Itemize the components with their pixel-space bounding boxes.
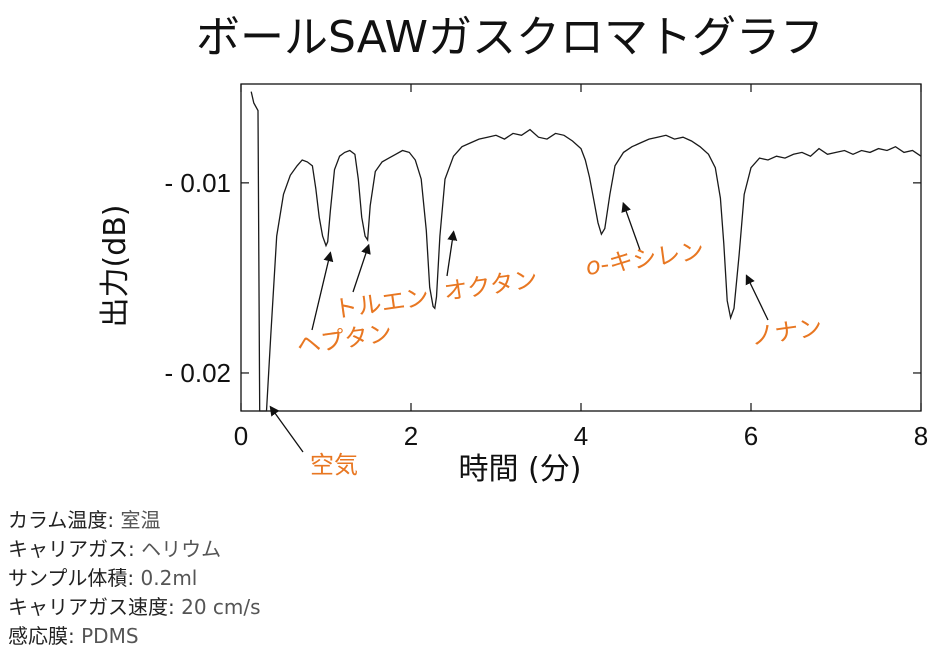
chromatogram-series-line <box>250 91 922 412</box>
annotation-arrow <box>446 230 458 277</box>
condition-key: キャリアガス <box>8 537 128 561</box>
annotation-arrow <box>311 251 334 331</box>
condition-key: サンプル体積 <box>8 566 128 590</box>
condition-value: 室温 <box>120 508 161 532</box>
chromatogram-chart: ボールSAWガスクロマトグラフ 0 2 4 6 8 - 0.01 - 0.02 空気 ヘプタン… <box>98 12 928 487</box>
axis-ticks: 0 2 4 6 8 - 0.01 - 0.02 <box>165 84 928 451</box>
annotation-arrow <box>621 201 641 251</box>
annotation-arrow <box>745 274 769 321</box>
condition-value: 0.2ml <box>140 566 198 590</box>
condition-sample-volume: サンプル体積: 0.2ml <box>8 566 198 590</box>
x-tick-label: 8 <box>914 421 928 451</box>
condition-value: PDMS <box>81 624 139 648</box>
x-tick-label: 4 <box>574 421 588 451</box>
condition-key: 感応膜 <box>8 624 68 648</box>
condition-value: ヘリウム <box>141 537 222 561</box>
annotation-label: 空気 <box>310 451 358 479</box>
x-tick-label: 2 <box>404 421 418 451</box>
chart-title: ボールSAWガスクロマトグラフ <box>196 12 824 63</box>
condition-column-temperature: カラム温度: 室温 <box>8 508 161 532</box>
experiment-conditions: カラム温度: 室温 キャリアガス: ヘリウム サンプル体積: 0.2ml キャリ… <box>8 506 261 651</box>
x-axis-label: 時間 (分) <box>459 452 582 487</box>
annotation-label: オクタン <box>442 265 540 306</box>
annotation-label: ノナン <box>749 313 824 351</box>
y-tick-label: - 0.02 <box>165 358 232 388</box>
annotation-arrow <box>269 405 304 453</box>
x-tick-label: 6 <box>744 421 758 451</box>
condition-carrier-gas: キャリアガス: ヘリウム <box>8 537 222 561</box>
condition-sensing-film: 感応膜: PDMS <box>8 624 139 648</box>
condition-carrier-gas-speed: キャリアガス速度: 20 cm/s <box>8 595 261 619</box>
annotation-label: トルエン <box>332 283 431 324</box>
condition-key: カラム温度 <box>8 508 108 532</box>
y-axis-label: 出力(dB) <box>98 204 133 327</box>
annotation-arrow <box>352 243 371 293</box>
annotation-label: o-キシレン <box>584 237 706 281</box>
annotation-label: ヘプタン <box>295 319 394 360</box>
condition-value: 20 cm/s <box>181 595 261 619</box>
x-tick-label: 0 <box>234 421 248 451</box>
plot-area-frame <box>240 83 922 412</box>
y-tick-label: - 0.01 <box>165 168 232 198</box>
condition-key: キャリアガス速度 <box>8 595 168 619</box>
